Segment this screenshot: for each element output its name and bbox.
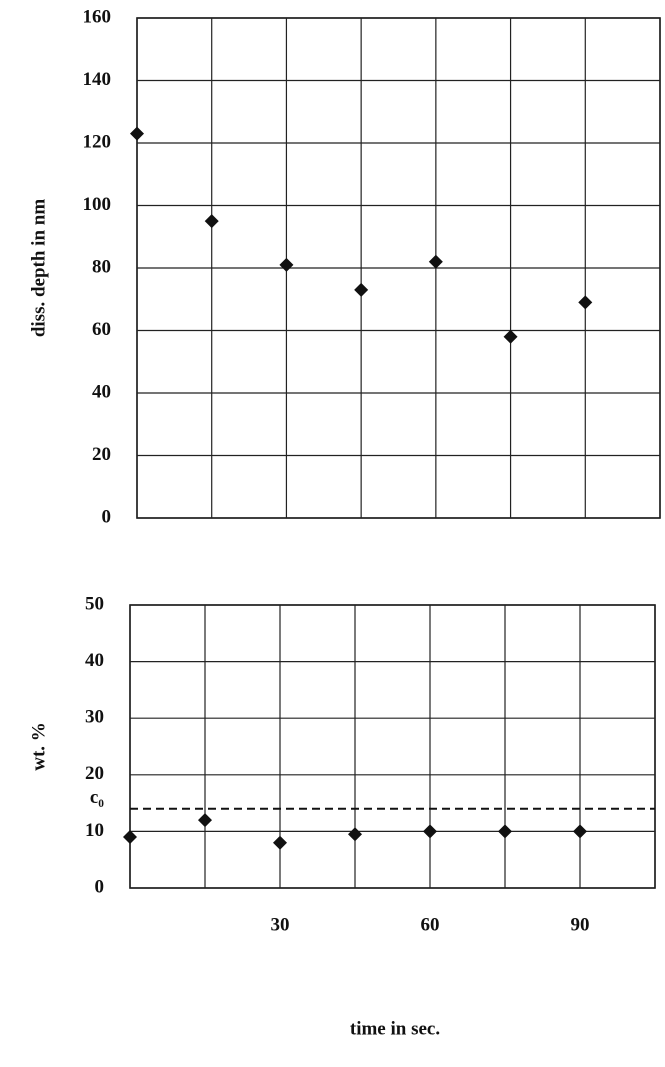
- y-tick-label: 140: [83, 69, 112, 90]
- marker: [498, 824, 512, 838]
- y-tick-label: 40: [92, 381, 111, 402]
- reference-label: c₀: [90, 787, 104, 808]
- x-tick-label: 60: [421, 914, 440, 935]
- y-tick-label: 100: [83, 194, 112, 215]
- marker: [279, 258, 293, 272]
- x-tick-label: 30: [271, 914, 290, 935]
- y-tick-label: 80: [92, 256, 111, 277]
- y-tick-label: 20: [85, 763, 104, 784]
- y-tick-label: 120: [83, 131, 112, 152]
- marker: [423, 824, 437, 838]
- plot-frame: [130, 605, 655, 888]
- y-tick-label: 160: [83, 6, 112, 27]
- marker: [130, 127, 144, 141]
- y-tick-label: 60: [92, 319, 111, 340]
- y-tick-label: 30: [85, 707, 104, 728]
- x-axis-label: time in sec.: [350, 1018, 440, 1039]
- figure: 0 20 40 60 80 100 120 140 160 diss. depth in nm 0 1…: [0, 0, 665, 1067]
- y-axis-label: diss. depth in nm: [28, 199, 49, 338]
- x-tick-label: 90: [571, 914, 590, 935]
- marker: [504, 330, 518, 344]
- y-tick-label: 0: [95, 876, 105, 897]
- marker: [205, 214, 219, 228]
- y-tick-label: 10: [85, 820, 104, 841]
- marker: [354, 283, 368, 297]
- marker: [123, 830, 137, 844]
- y-tick-label: 50: [85, 593, 104, 614]
- y-tick-label: 40: [85, 650, 104, 671]
- marker: [348, 827, 362, 841]
- marker: [578, 295, 592, 309]
- y-axis-label: wt. %: [28, 722, 49, 771]
- y-tick-label: 0: [102, 506, 112, 527]
- marker: [573, 824, 587, 838]
- marker: [273, 836, 287, 850]
- marker: [429, 255, 443, 269]
- y-tick-label: 20: [92, 444, 111, 465]
- marker: [198, 813, 212, 827]
